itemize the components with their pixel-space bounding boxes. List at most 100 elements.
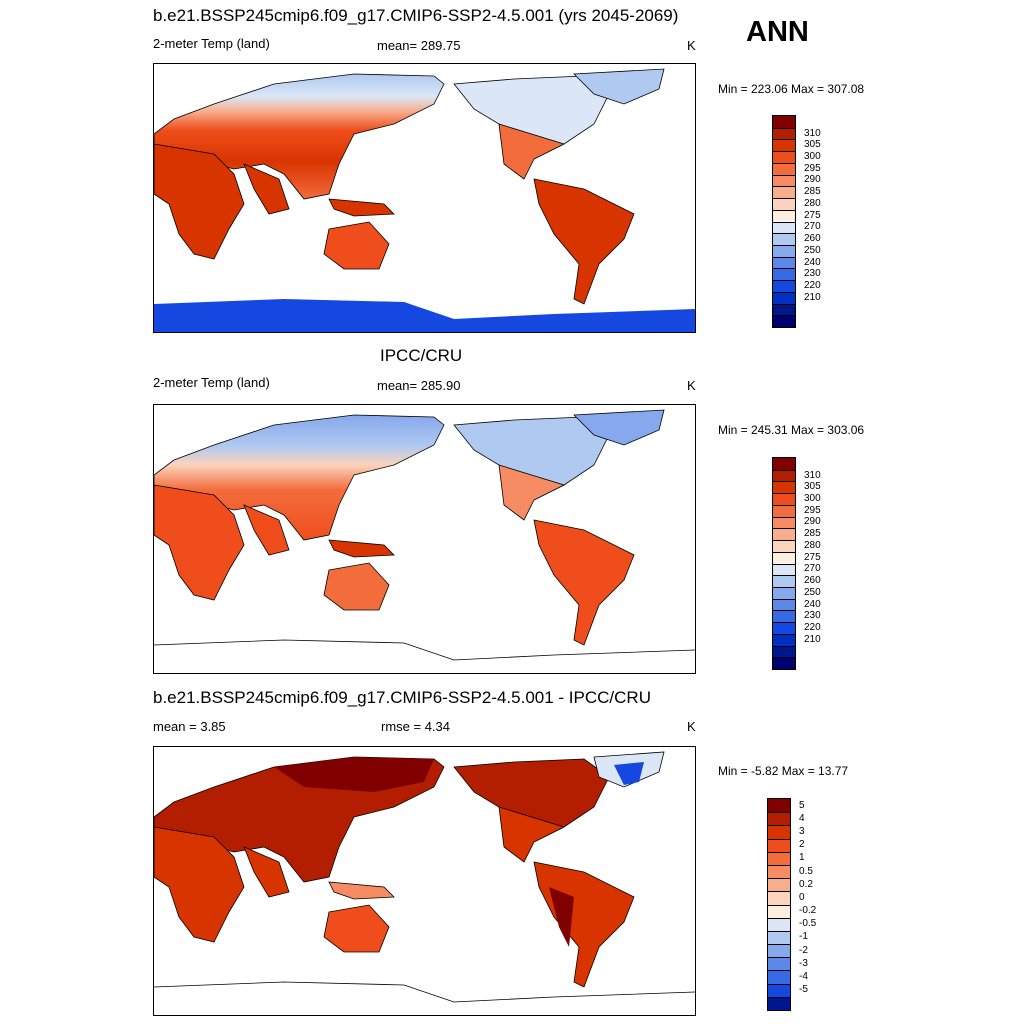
panel-1-units-label: K: [687, 38, 696, 53]
panel-1-title: b.e21.BSSP245cmip6.f09_g17.CMIP6-SSP2-4.…: [153, 6, 679, 25]
colorbar-box: [773, 633, 795, 646]
panel-2-land: [154, 409, 695, 661]
panel-2-minmax-label: Min = 245.31 Max = 303.06: [718, 423, 865, 437]
colorbar-tick-label: 260: [804, 233, 821, 245]
colorbar-box: [773, 540, 795, 552]
colorbar-tick-label: 295: [804, 162, 821, 174]
panel-2-map: [153, 404, 696, 674]
panel-3-land: [154, 751, 695, 1003]
colorbar-tick-label: 240: [804, 256, 821, 268]
colorbar-box: [773, 221, 795, 234]
colorbar-tick-label: 230: [804, 610, 821, 622]
colorbar-box: [773, 610, 795, 623]
colorbar-box: [773, 256, 795, 269]
colorbar-box: [773, 233, 795, 245]
colorbar-box: [773, 280, 795, 292]
colorbar-box: [773, 139, 795, 152]
colorbar-tick-label: 310: [804, 469, 821, 481]
colorbar-box: [768, 799, 790, 813]
colorbar-tick-label: 1: [799, 852, 805, 864]
colorbar-tick-label: 230: [804, 268, 821, 280]
panel-3-minmax-label: Min = -5.82 Max = 13.77: [718, 764, 849, 778]
panel-1-colorbar: [772, 115, 796, 328]
colorbar-tick-label: 310: [804, 127, 821, 139]
panel-2-colorbar: [772, 457, 796, 670]
panel-2-mean-label: mean= 285.90: [377, 378, 461, 393]
colorbar-box: [773, 162, 795, 175]
colorbar-box: [768, 864, 790, 879]
colorbar-box: [773, 516, 795, 529]
colorbar-tick-label: 260: [804, 575, 821, 587]
panel-1-map: [153, 63, 696, 333]
colorbar-tick-label: 290: [804, 516, 821, 528]
panel-3-rmse-label: rmse = 4.34: [381, 719, 451, 734]
colorbar-box: [773, 586, 795, 599]
colorbar-tick-label: 305: [804, 139, 821, 151]
colorbar-tick-label: 280: [804, 539, 821, 551]
colorbar-box: [773, 645, 795, 658]
colorbar-box: [773, 563, 795, 576]
colorbar-tick-label: 220: [804, 621, 821, 633]
colorbar-tick-label: 280: [804, 197, 821, 209]
colorbar-box: [773, 493, 795, 505]
colorbar-box: [768, 983, 790, 997]
colorbar-box: [768, 917, 790, 931]
colorbar-box: [773, 198, 795, 210]
colorbar-tick-label: 275: [804, 209, 821, 221]
colorbar-tick-label: -0.2: [799, 905, 817, 917]
season-label: ANN: [746, 16, 809, 48]
colorbar-tick-label: 250: [804, 244, 821, 256]
colorbar-tick-label: 295: [804, 504, 821, 516]
colorbar-box: [768, 957, 790, 971]
colorbar-box: [768, 825, 790, 839]
colorbar-tick-label: -0.5: [799, 918, 817, 930]
colorbar-tick-label: -1: [799, 931, 808, 943]
panel-1-land: [154, 68, 695, 332]
colorbar-tick-label: 210: [804, 633, 821, 645]
colorbar-box: [773, 116, 795, 128]
colorbar-tick-label: 4: [799, 812, 805, 824]
colorbar-box: [768, 838, 790, 852]
colorbar-tick-label: 275: [804, 551, 821, 563]
colorbar-box: [773, 458, 795, 470]
colorbar-box: [768, 904, 790, 918]
panel-3-map: [153, 746, 696, 1016]
colorbar-tick-label: 300: [804, 151, 821, 163]
colorbar-box: [773, 528, 795, 541]
colorbar-tick-label: 285: [804, 186, 821, 198]
panel-2-variable-label: 2-meter Temp (land): [153, 375, 270, 390]
panel-3-mean-label: mean = 3.85: [153, 719, 226, 734]
colorbar-box: [773, 174, 795, 187]
colorbar-tick-label: 3: [799, 825, 805, 837]
panel-3-units-label: K: [687, 719, 696, 734]
colorbar-tick-label: 0.5: [799, 865, 813, 877]
colorbar-box: [768, 891, 790, 905]
colorbar-box: [773, 209, 795, 222]
colorbar-box: [768, 851, 790, 865]
panel-1-variable-label: 2-meter Temp (land): [153, 36, 270, 51]
colorbar-tick-label: 250: [804, 586, 821, 598]
panel-3-colorbar: [767, 798, 791, 1011]
colorbar-tick-label: 5: [799, 799, 805, 811]
colorbar-box: [773, 186, 795, 199]
colorbar-box: [773, 481, 795, 494]
colorbar-box: [768, 944, 790, 958]
colorbar-box: [773, 598, 795, 611]
colorbar-box: [773, 151, 795, 163]
panel-2-title: IPCC/CRU: [380, 346, 463, 365]
colorbar-box: [773, 268, 795, 281]
colorbar-tick-label: -3: [799, 957, 808, 969]
colorbar-tick-label: 270: [804, 221, 821, 233]
colorbar-tick-label: 210: [804, 291, 821, 303]
colorbar-tick-label: 270: [804, 563, 821, 575]
panel-3-title: b.e21.BSSP245cmip6.f09_g17.CMIP6-SSP2-4.…: [153, 688, 651, 707]
colorbar-tick-label: 300: [804, 493, 821, 505]
colorbar-box: [773, 551, 795, 564]
colorbar-box: [773, 504, 795, 517]
colorbar-box: [768, 970, 790, 984]
panel-2-units-label: K: [687, 378, 696, 393]
colorbar-box: [768, 812, 790, 826]
colorbar-box: [773, 657, 795, 669]
colorbar-box: [773, 244, 795, 257]
colorbar-tick-label: 290: [804, 174, 821, 186]
